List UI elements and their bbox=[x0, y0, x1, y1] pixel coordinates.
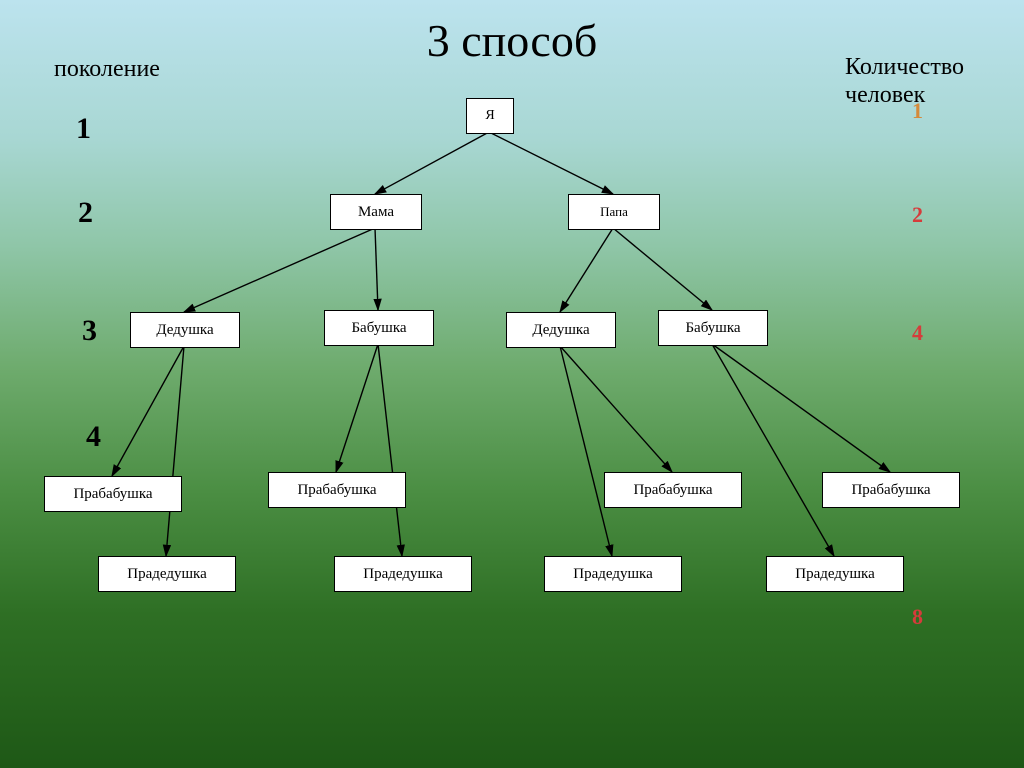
tree-node: Прадедушка bbox=[98, 556, 236, 592]
tree-node: Мама bbox=[330, 194, 422, 230]
slide-stage: 3 способ поколение Количество человек 12… bbox=[0, 0, 1024, 768]
tree-edge bbox=[712, 344, 834, 556]
count-number: 4 bbox=[912, 320, 923, 346]
generation-number: 4 bbox=[86, 420, 101, 454]
tree-edge bbox=[378, 344, 402, 556]
count-number: 1 bbox=[912, 98, 923, 124]
tree-node: Прадедушка bbox=[334, 556, 472, 592]
generation-number: 2 bbox=[78, 196, 93, 230]
tree-edge bbox=[613, 228, 712, 310]
tree-edge bbox=[489, 132, 613, 194]
tree-edge bbox=[336, 344, 378, 472]
tree-node: Прабабушка bbox=[44, 476, 182, 512]
tree-node: Бабушка bbox=[324, 310, 434, 346]
tree-edge bbox=[560, 346, 612, 556]
label-count-line1: Количество bbox=[845, 54, 964, 80]
tree-edge bbox=[560, 346, 672, 472]
tree-edge bbox=[560, 228, 613, 312]
label-generation: поколение bbox=[54, 56, 160, 83]
tree-node: Дедушка bbox=[130, 312, 240, 348]
tree-edge bbox=[375, 132, 489, 194]
tree-node: Прабабушка bbox=[268, 472, 406, 508]
tree-node: Прабабушка bbox=[822, 472, 960, 508]
count-number: 2 bbox=[912, 202, 923, 228]
tree-node: Дедушка bbox=[506, 312, 616, 348]
tree-edge bbox=[375, 228, 378, 310]
tree-node: Бабушка bbox=[658, 310, 768, 346]
label-count: Количество человек bbox=[845, 54, 964, 109]
tree-node: Я bbox=[466, 98, 514, 134]
tree-node: Папа bbox=[568, 194, 660, 230]
tree-node: Прадедушка bbox=[766, 556, 904, 592]
tree-node: Прадедушка bbox=[544, 556, 682, 592]
tree-edge bbox=[712, 344, 890, 472]
tree-edge bbox=[166, 346, 184, 556]
generation-number: 1 bbox=[76, 112, 91, 146]
tree-edge bbox=[112, 346, 184, 476]
count-number: 8 bbox=[912, 604, 923, 630]
tree-edge bbox=[184, 228, 375, 312]
generation-number: 3 bbox=[82, 314, 97, 348]
tree-node: Прабабушка bbox=[604, 472, 742, 508]
